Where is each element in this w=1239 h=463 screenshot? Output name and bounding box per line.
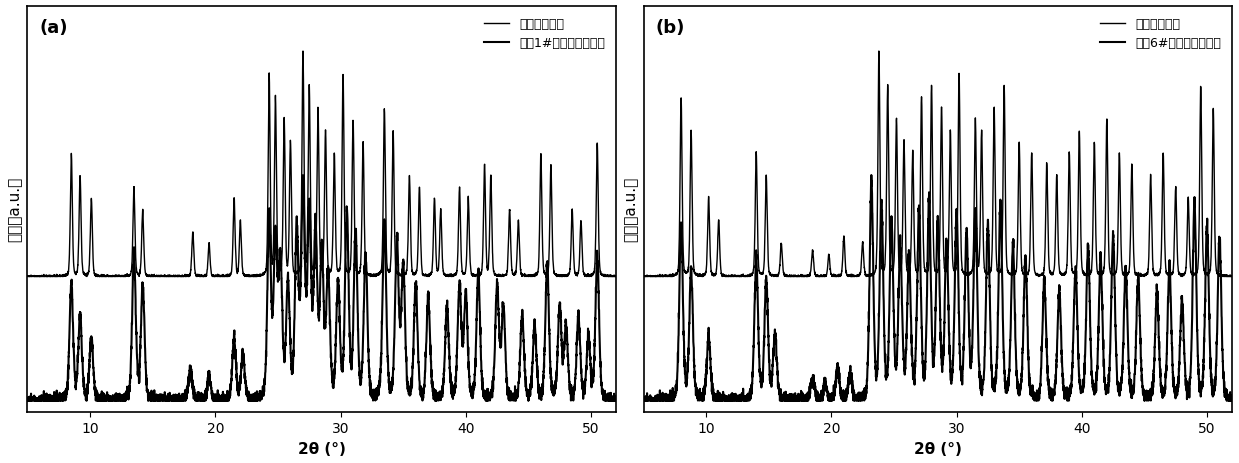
样品1#的粉末实验结果 (504, 396, 519, 402)
Legend: 单晶拟合结果, 样品6#的粉末实验结果: 单晶拟合结果, 样品6#的粉末实验结果 (1095, 13, 1225, 55)
样品1#的粉末实验结果 (460, 301, 475, 307)
单晶拟合结果 (373, 269, 388, 275)
Line: 单晶拟合结果: 单晶拟合结果 (643, 52, 1232, 277)
样品1#的粉末实验结果 (403, 385, 418, 390)
样品6#的粉末实验结果 (636, 397, 650, 402)
单晶拟合结果 (871, 49, 886, 55)
Y-axis label: 强度（a.u.）: 强度（a.u.） (7, 177, 22, 242)
单晶拟合结果 (460, 243, 475, 249)
单晶拟合结果 (403, 219, 418, 224)
单晶拟合结果 (636, 274, 650, 279)
样品1#的粉末实验结果 (245, 394, 260, 400)
样品6#的粉末实验结果 (1224, 398, 1239, 403)
样品6#的粉末实验结果 (864, 173, 878, 178)
样品1#的粉末实验结果 (20, 397, 35, 402)
样品1#的粉末实验结果 (20, 398, 35, 403)
Text: (a): (a) (40, 19, 68, 37)
样品6#的粉末实验结果 (636, 398, 650, 403)
样品6#的粉末实验结果 (1075, 377, 1090, 382)
单晶拟合结果 (636, 274, 650, 280)
样品1#的粉末实验结果 (128, 263, 142, 268)
单晶拟合结果 (1075, 268, 1090, 274)
单晶拟合结果 (128, 202, 142, 207)
单晶拟合结果 (1120, 272, 1135, 277)
单晶拟合结果 (245, 273, 260, 279)
样品6#的粉末实验结果 (743, 395, 758, 401)
X-axis label: 2θ (°): 2θ (°) (297, 441, 346, 456)
单晶拟合结果 (608, 274, 623, 280)
单晶拟合结果 (296, 49, 311, 55)
Line: 单晶拟合结果: 单晶拟合结果 (27, 52, 616, 277)
X-axis label: 2θ (°): 2θ (°) (914, 441, 961, 456)
样品6#的粉末实验结果 (1018, 276, 1033, 282)
单晶拟合结果 (20, 274, 35, 280)
样品6#的粉末实验结果 (861, 329, 876, 335)
样品1#的粉末实验结果 (608, 398, 623, 403)
Legend: 单晶拟合结果, 样品1#的粉末实验结果: 单晶拟合结果, 样品1#的粉末实验结果 (479, 13, 610, 55)
样品6#的粉末实验结果 (1120, 328, 1135, 333)
单晶拟合结果 (861, 273, 876, 278)
单晶拟合结果 (1224, 274, 1239, 280)
单晶拟合结果 (1018, 271, 1033, 276)
样品6#的粉末实验结果 (989, 357, 1004, 363)
Y-axis label: 强度（a.u.）: 强度（a.u.） (623, 177, 638, 242)
Line: 样品6#的粉末实验结果: 样品6#的粉末实验结果 (643, 175, 1232, 400)
单晶拟合结果 (20, 274, 35, 280)
单晶拟合结果 (989, 261, 1004, 266)
Text: (b): (b) (655, 19, 685, 37)
样品1#的粉末实验结果 (373, 363, 388, 368)
Line: 样品1#的粉末实验结果: 样品1#的粉末实验结果 (27, 175, 616, 400)
单晶拟合结果 (743, 274, 758, 279)
单晶拟合结果 (504, 264, 519, 269)
样品1#的粉末实验结果 (296, 173, 311, 178)
